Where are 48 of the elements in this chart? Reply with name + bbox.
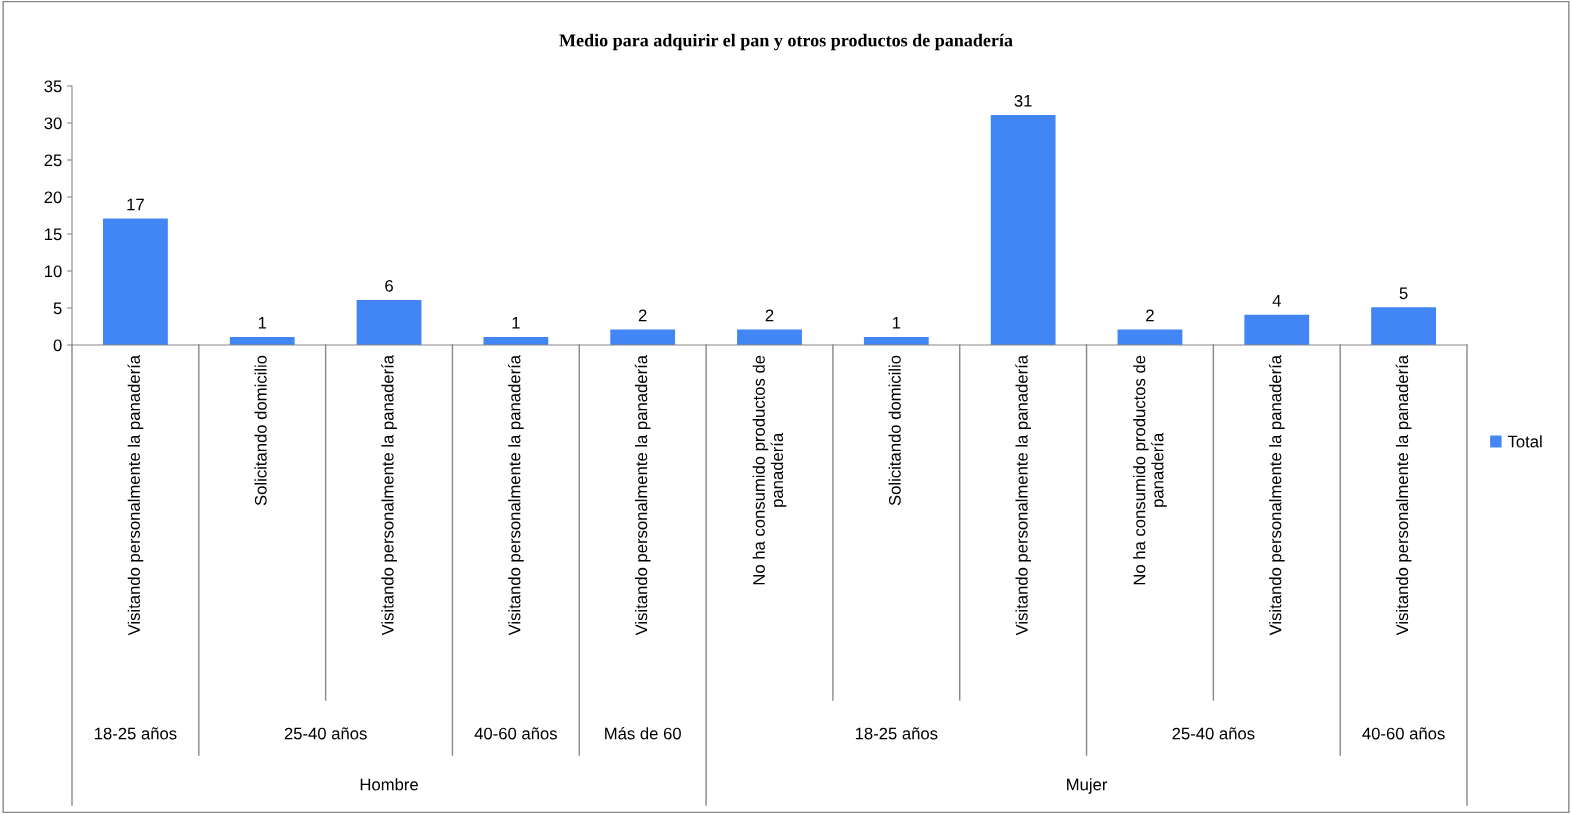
text: 18-25 años: [94, 727, 177, 740]
data-label: 2: [638, 309, 647, 322]
data-label: 2: [765, 309, 774, 322]
text: 40-60 años: [1362, 727, 1445, 740]
data-label: 2: [1146, 309, 1154, 322]
text: 18-25 años: [855, 727, 938, 740]
x-tick-label: No ha consumido productos de panadería: [752, 355, 787, 585]
x-tick-label: Visitando personalmente la panadería: [127, 354, 144, 636]
y-tick-label: 15: [45, 228, 62, 241]
y-tick-label: 30: [44, 117, 62, 130]
data-label: 5: [1399, 287, 1408, 300]
x-tick-label: Visitando personalmente la panadería: [634, 354, 651, 636]
text: 25-40 años: [1172, 727, 1255, 740]
y-tick-label: 0: [53, 339, 62, 352]
x-tick-label: Visitando personalmente la panadería: [508, 354, 524, 636]
data-label: 31: [1014, 94, 1032, 107]
y-tick-label: 25: [44, 154, 62, 167]
x-tick-label: No ha consumido productos de panadería: [1133, 355, 1167, 585]
x-tick-label: Visitando personalmente la panadería: [1395, 354, 1412, 636]
x-tick-label: Solicitando domicilio: [888, 355, 901, 506]
bar: [1244, 314, 1310, 345]
y-tick-label: 35: [44, 80, 62, 93]
y-tick-label: 5: [53, 302, 62, 315]
legend-label: Total: [1507, 435, 1542, 448]
bar: [356, 299, 422, 345]
data-label: 1: [512, 317, 520, 329]
text: 40-60 años: [474, 727, 557, 740]
y-tick-label: 10: [45, 265, 62, 278]
data-label: 4: [1272, 294, 1281, 307]
x-tick-label: Visitando personalmente la panadería: [381, 354, 397, 636]
data-label: 17: [127, 198, 144, 211]
data-label: 6: [385, 279, 393, 292]
text: 25-40 años: [284, 727, 367, 740]
data-label: 1: [258, 317, 267, 329]
bar: [1371, 307, 1436, 345]
x-tick-label: Visitando personalmente la panadería: [1015, 354, 1031, 636]
bar: [610, 329, 676, 345]
bar: [103, 218, 168, 345]
text: Más de 60: [605, 727, 681, 740]
bar: [737, 329, 802, 345]
text: Hombre: [360, 778, 418, 791]
bar: [990, 114, 1056, 345]
x-tick-label: Visitando personalmente la panadería: [1268, 354, 1285, 636]
chart-title: Medio para adquirir el pan y otros productos de panadería: [559, 33, 1013, 51]
x-tick-label: Solicitando domicilio: [254, 355, 267, 506]
data-label: 1: [892, 317, 901, 329]
text: Mujer: [1067, 778, 1108, 794]
y-tick-label: 20: [44, 191, 62, 204]
